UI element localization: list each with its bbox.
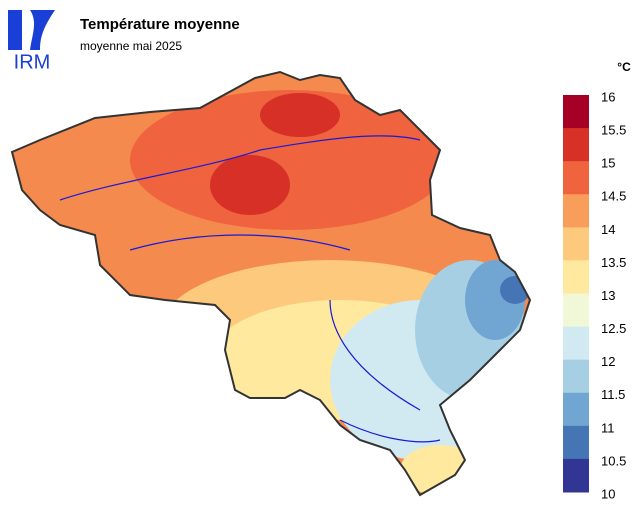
legend-swatch (563, 95, 589, 129)
legend-swatch (563, 293, 589, 328)
logo-text: IRM (14, 51, 51, 73)
map-zone (210, 155, 290, 215)
legend-swatch (563, 260, 589, 294)
map-zone (400, 445, 480, 495)
legend-tick-label: 13.5 (601, 255, 626, 270)
logo: IRM (8, 10, 55, 73)
legend-swatch (563, 359, 589, 394)
legend-swatch (563, 161, 589, 195)
legend-swatch (563, 326, 589, 361)
title: Température moyenne (80, 16, 240, 33)
legend-swatch (563, 128, 589, 162)
map-zone (260, 93, 340, 137)
legend-tick-label: 15 (601, 156, 615, 171)
legend-tick-label: 10.5 (601, 453, 626, 468)
legend-tick-label: 11 (601, 420, 615, 435)
legend-swatch (563, 194, 589, 228)
legend-tick-label: 10 (601, 486, 615, 501)
legend-tick-label: 14 (601, 222, 615, 237)
temperature-map (12, 72, 530, 495)
river (59, 135, 441, 443)
map-zone (130, 90, 450, 230)
legend-tick-label: 11.5 (601, 387, 625, 402)
legend-tick-label: 15.5 (601, 123, 626, 138)
legend-tick-label: 12 (601, 354, 615, 369)
legend-unit: °C (617, 60, 631, 74)
legend-tick-label: 13 (601, 288, 615, 303)
legend-swatch (563, 425, 589, 460)
legend-swatch (563, 392, 589, 427)
legend-tick-label: 16 (601, 89, 615, 104)
legend-swatch (563, 227, 589, 261)
legend-tick-label: 12.5 (601, 321, 626, 336)
legend-tick-label: 14.5 (601, 189, 626, 204)
subtitle: moyenne mai 2025 (80, 39, 182, 53)
logo-shape (8, 10, 55, 50)
legend-swatch (563, 458, 589, 493)
